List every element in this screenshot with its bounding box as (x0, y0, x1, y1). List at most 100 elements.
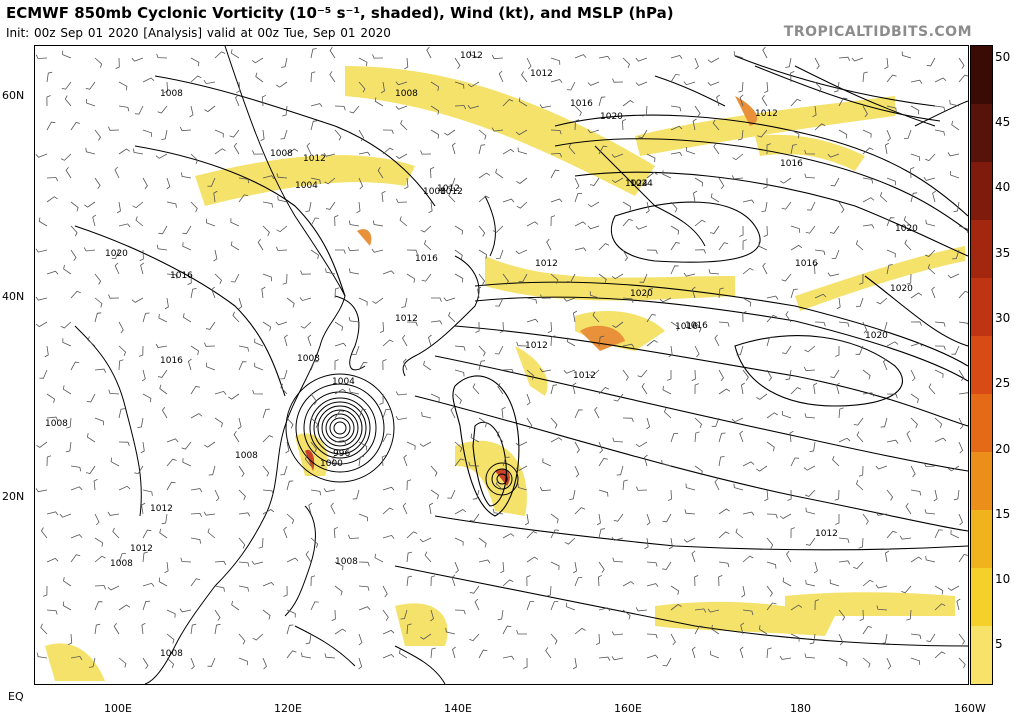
wind-barb (163, 81, 169, 94)
wind-barb (286, 480, 294, 491)
wind-barb (934, 321, 946, 327)
wind-barb (46, 71, 53, 83)
wind-barb (118, 359, 124, 371)
wind-barb (142, 129, 153, 137)
wind-barb (331, 609, 336, 621)
wind-barb (951, 345, 960, 355)
wind-barb (478, 144, 486, 155)
wind-barb (84, 201, 96, 208)
wind-barb (526, 556, 539, 563)
wind-barb (421, 411, 432, 419)
wind-barb (595, 633, 601, 646)
wind-barb (735, 528, 744, 539)
wind-barb (334, 215, 339, 227)
wind-barb (286, 417, 294, 429)
wind-barb (635, 225, 648, 230)
wind-barb (781, 201, 792, 210)
wind-barb (261, 286, 266, 299)
wind-barb (762, 46, 768, 59)
wind-barb (622, 100, 634, 107)
wind-barb (478, 225, 486, 237)
wind-barb (214, 51, 226, 59)
wind-barb (670, 225, 680, 235)
wind-barb (262, 609, 271, 620)
wind-barb (526, 297, 537, 304)
wind-barb (92, 214, 97, 227)
wind-barb (804, 653, 816, 659)
wind-barb (118, 81, 128, 91)
typhoon-center-maysak (285, 373, 395, 483)
wind-barb (334, 561, 344, 571)
wind-barb (478, 559, 491, 564)
wind-barb (142, 582, 155, 587)
wind-barb (107, 511, 120, 516)
wind-barb (300, 270, 312, 275)
wind-barb (927, 264, 936, 275)
wind-barb (35, 54, 48, 59)
wind-barb (564, 537, 576, 545)
wind-barb (467, 81, 480, 88)
wind-barb (933, 489, 938, 502)
wind-barb (478, 417, 487, 428)
wind-barb (612, 78, 624, 83)
wind-barb (454, 561, 459, 574)
wind-barb (790, 457, 800, 467)
wind-barb (190, 201, 198, 213)
wind-barb (635, 441, 648, 448)
wind-barb (141, 622, 146, 635)
wind-barb (430, 489, 439, 500)
wind-barb (286, 513, 295, 524)
wind-barb (474, 598, 480, 611)
wind-barb (230, 218, 240, 227)
wind-barb (454, 249, 463, 260)
wind-barb (380, 81, 385, 94)
wind-barb (39, 369, 48, 379)
wind-barb (781, 273, 792, 282)
wind-barb (94, 297, 103, 308)
wind-barb (598, 528, 606, 539)
wind-barb (406, 479, 412, 491)
wind-barb (910, 342, 923, 347)
wind-barb (756, 465, 768, 472)
wind-barb (467, 104, 480, 109)
wind-barb (35, 296, 48, 301)
wind-barb (430, 81, 440, 91)
wind-barb (597, 574, 603, 587)
wind-barb (814, 321, 826, 327)
isobar-label: 1016 (685, 321, 708, 331)
wind-barb (260, 129, 265, 142)
wind-barb (662, 170, 672, 179)
wind-barb (782, 345, 792, 355)
wind-barb (203, 511, 216, 516)
wind-barb (35, 153, 48, 158)
wind-barb (310, 217, 320, 227)
wind-barb (502, 625, 512, 635)
wind-barb (733, 483, 744, 491)
wind-barb (166, 177, 171, 190)
wind-barb (161, 513, 168, 525)
wind-barb (612, 557, 624, 563)
wind-barb (282, 273, 288, 285)
wind-barb (304, 455, 312, 467)
wind-barb (739, 94, 744, 107)
wind-barb (35, 321, 48, 328)
isobar-label: 996 (333, 449, 350, 459)
wind-barb (70, 249, 77, 262)
wind-barb (371, 248, 384, 253)
colorbar-swatch (971, 394, 992, 453)
wind-barb (358, 633, 363, 646)
wind-barb (686, 146, 696, 155)
wind-barb (876, 297, 888, 305)
wind-barb (190, 413, 203, 419)
wind-barb (310, 71, 316, 83)
wind-barb (115, 57, 120, 69)
wind-barb (305, 633, 312, 645)
wind-barb (931, 286, 936, 299)
wind-barb (158, 577, 168, 587)
colorbar-swatch (971, 104, 992, 163)
wind-barb (112, 527, 120, 539)
wind-barb (40, 623, 48, 635)
wind-barb (358, 81, 366, 93)
wind-barb (550, 79, 563, 83)
colorbar-swatches (971, 46, 992, 685)
